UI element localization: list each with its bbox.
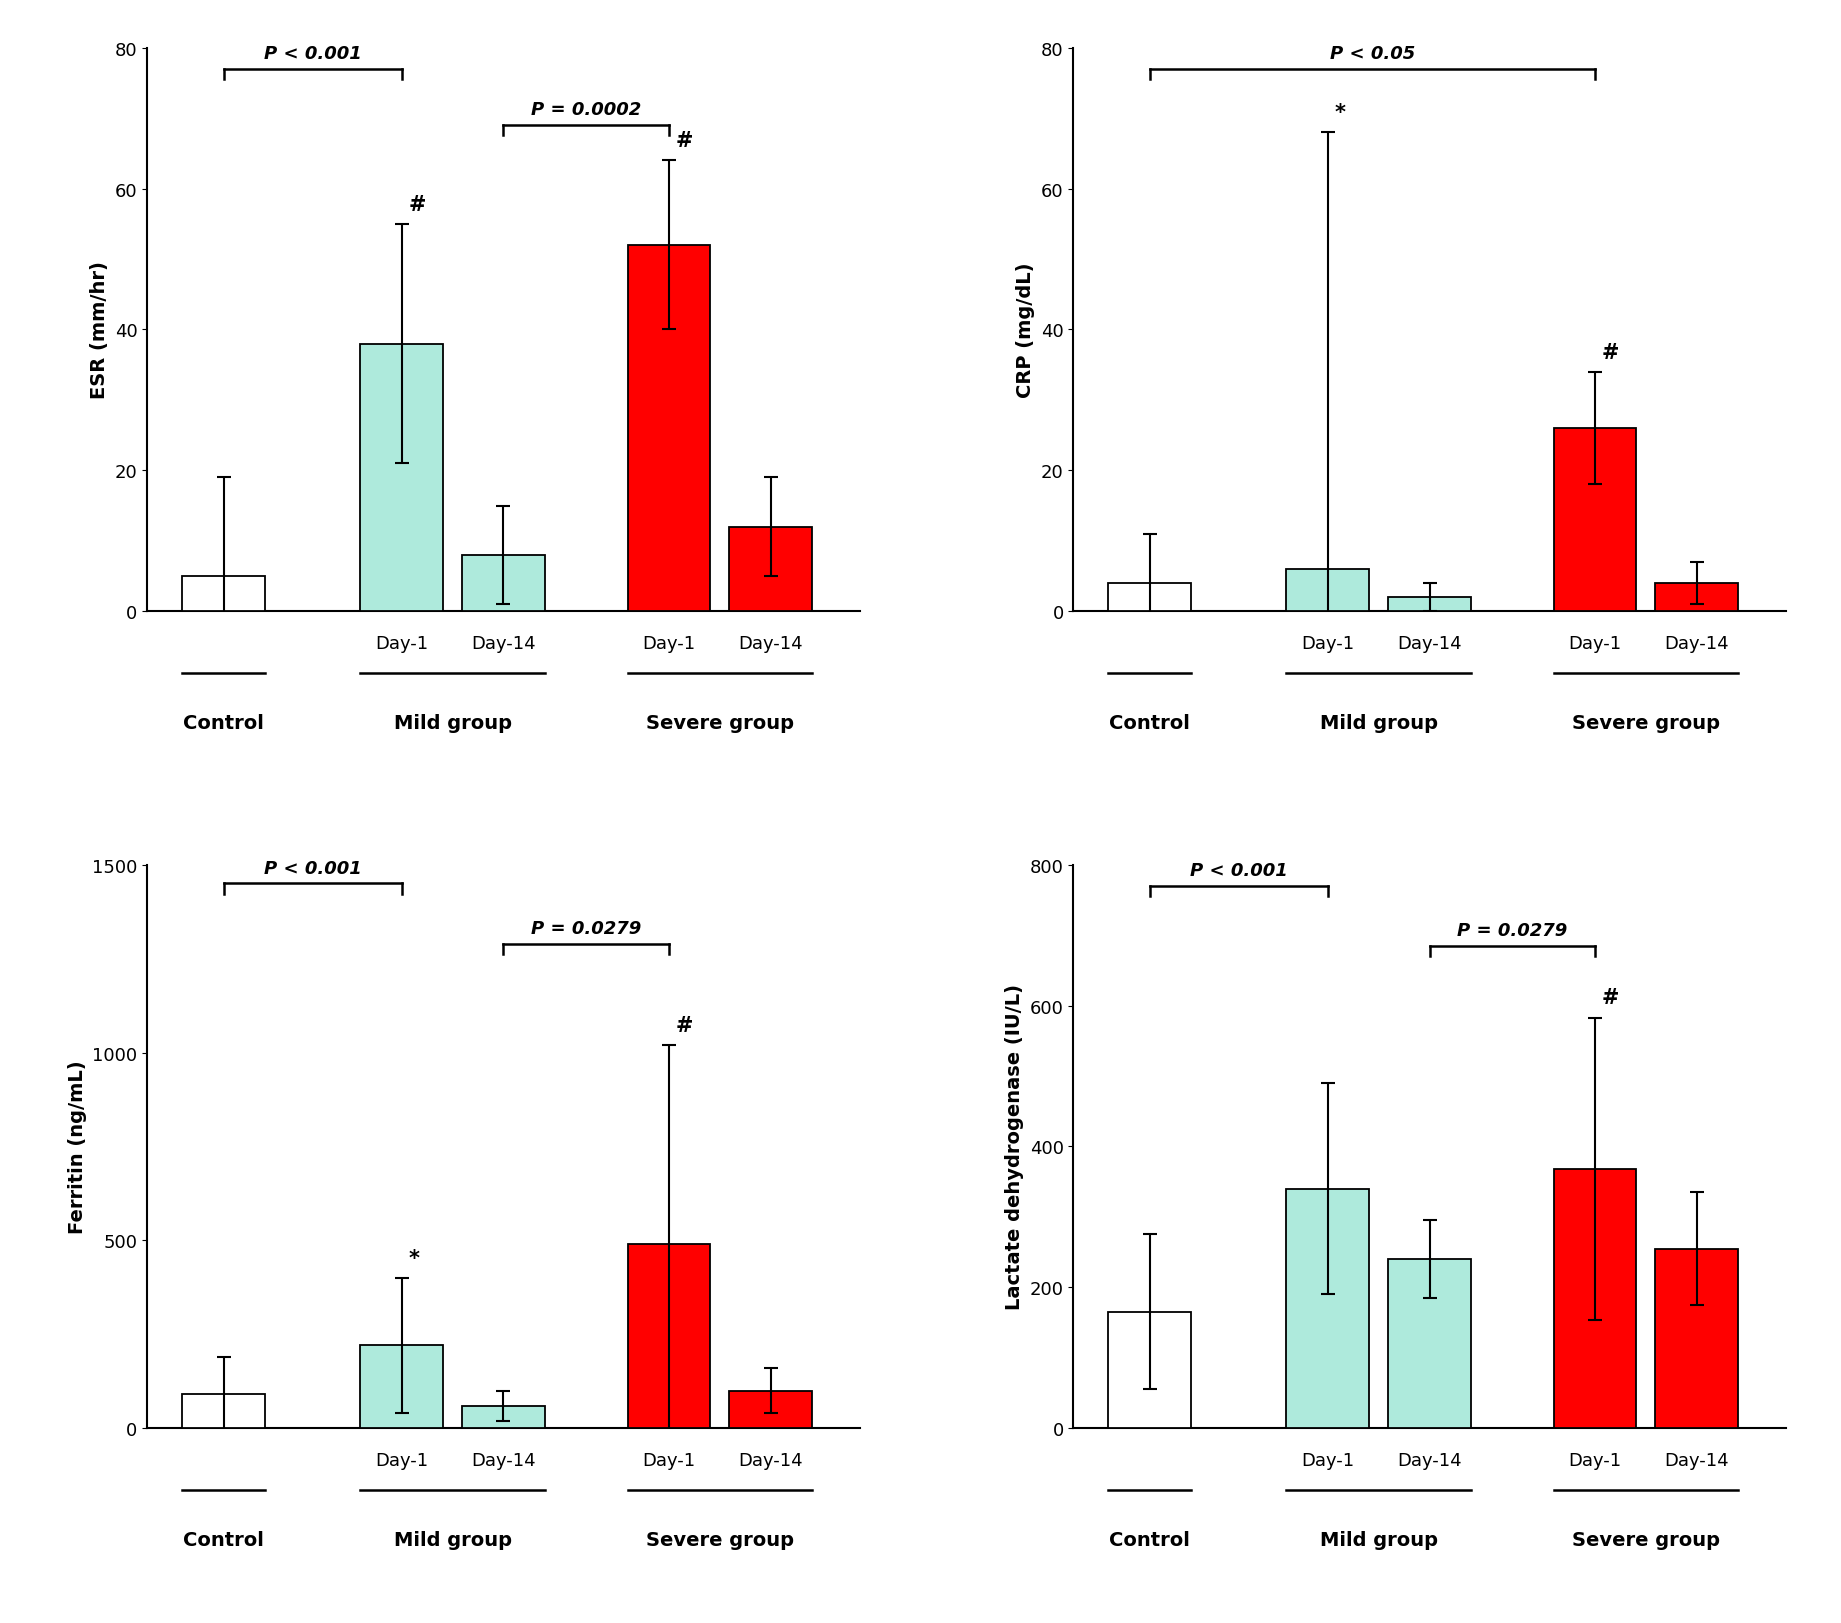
Text: Day-14: Day-14	[1397, 635, 1462, 652]
Y-axis label: Lactate dehydrogenase (IU/L): Lactate dehydrogenase (IU/L)	[1005, 984, 1024, 1310]
Text: Control: Control	[182, 1529, 263, 1548]
Text: Day-1: Day-1	[1569, 1451, 1622, 1469]
Bar	[1655, 584, 1738, 612]
Text: Day-14: Day-14	[471, 635, 536, 652]
Text: Mild group: Mild group	[1320, 1529, 1438, 1548]
Text: Day-14: Day-14	[471, 1451, 536, 1469]
Text: P < 0.001: P < 0.001	[263, 45, 361, 63]
Text: P < 0.001: P < 0.001	[1189, 862, 1287, 880]
Text: Day-1: Day-1	[643, 635, 696, 652]
Text: Day-14: Day-14	[1397, 1451, 1462, 1469]
Bar	[1287, 570, 1370, 612]
Bar	[1388, 597, 1471, 612]
Text: #: #	[1602, 342, 1618, 362]
Bar	[361, 1345, 444, 1428]
Bar	[628, 1245, 711, 1428]
Text: P = 0.0279: P = 0.0279	[1456, 922, 1567, 940]
Text: Day-1: Day-1	[643, 1451, 696, 1469]
Text: P = 0.0002: P = 0.0002	[530, 101, 641, 120]
Text: Mild group: Mild group	[394, 712, 512, 732]
Text: Severe group: Severe group	[646, 712, 793, 732]
Bar	[361, 344, 444, 612]
Text: Day-14: Day-14	[738, 635, 803, 652]
Bar	[462, 1406, 545, 1428]
Text: Severe group: Severe group	[1572, 1529, 1719, 1548]
Text: Control: Control	[1110, 1529, 1189, 1548]
Text: Day-1: Day-1	[376, 1451, 429, 1469]
Text: Day-1: Day-1	[1569, 635, 1622, 652]
Bar	[1554, 1169, 1637, 1428]
Bar	[1108, 584, 1191, 612]
Bar	[1287, 1190, 1370, 1428]
Text: Day-1: Day-1	[1302, 1451, 1355, 1469]
Text: Mild group: Mild group	[1320, 712, 1438, 732]
Bar	[1655, 1248, 1738, 1428]
Y-axis label: ESR (mm/hr): ESR (mm/hr)	[90, 261, 109, 399]
Text: Control: Control	[1110, 712, 1189, 732]
Text: *: *	[1335, 102, 1346, 123]
Bar	[729, 527, 812, 612]
Text: Day-1: Day-1	[1302, 635, 1355, 652]
Text: #: #	[409, 195, 425, 214]
Text: P < 0.001: P < 0.001	[263, 859, 361, 876]
Bar	[1108, 1311, 1191, 1428]
Text: Severe group: Severe group	[1572, 712, 1719, 732]
Text: P < 0.05: P < 0.05	[1329, 45, 1416, 63]
Bar	[729, 1391, 812, 1428]
Bar	[1388, 1259, 1471, 1428]
Text: Mild group: Mild group	[394, 1529, 512, 1548]
Text: #: #	[1602, 988, 1618, 1008]
Text: Day-14: Day-14	[1664, 635, 1729, 652]
Text: Day-14: Day-14	[1664, 1451, 1729, 1469]
Bar	[182, 1394, 265, 1428]
Y-axis label: CRP (mg/dL): CRP (mg/dL)	[1016, 263, 1035, 398]
Text: Severe group: Severe group	[646, 1529, 793, 1548]
Bar	[462, 555, 545, 612]
Text: Control: Control	[182, 712, 263, 732]
Text: #: #	[676, 131, 692, 151]
Text: Day-1: Day-1	[376, 635, 429, 652]
Bar	[628, 245, 711, 612]
Y-axis label: Ferritin (ng/mL): Ferritin (ng/mL)	[68, 1060, 87, 1233]
Text: *: *	[409, 1248, 420, 1268]
Bar	[182, 576, 265, 612]
Text: P = 0.0279: P = 0.0279	[530, 919, 641, 936]
Text: #: #	[676, 1016, 692, 1035]
Text: Day-14: Day-14	[738, 1451, 803, 1469]
Bar	[1554, 428, 1637, 612]
